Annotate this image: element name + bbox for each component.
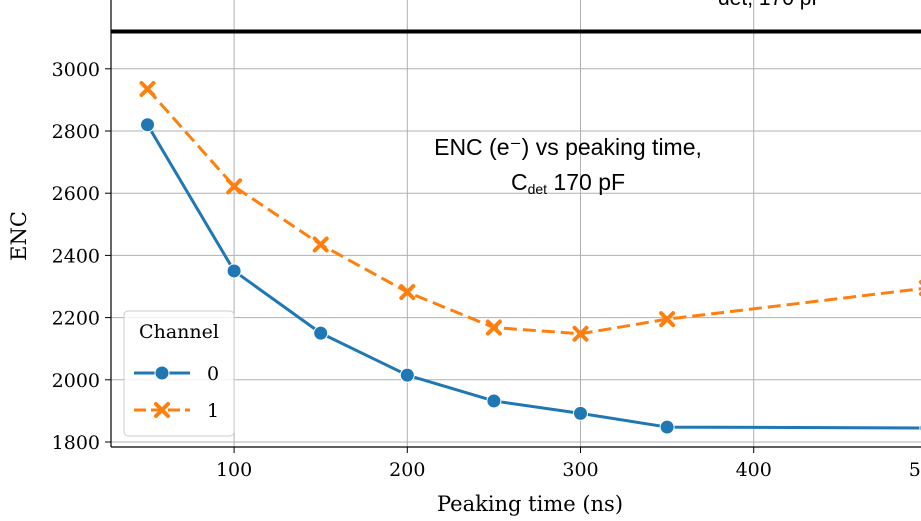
- series-1-point: [572, 325, 589, 342]
- x-marker-stroke: [659, 311, 676, 328]
- series-0-point: [573, 405, 588, 421]
- legend-title: Channel: [139, 321, 219, 343]
- legend-label: 0: [207, 363, 219, 385]
- series-1-point: [312, 236, 329, 253]
- y-axis-label: ENC: [7, 211, 31, 261]
- annotation-line-1: ENC (e⁻) vs peaking time,: [434, 134, 702, 160]
- legend: Channel 01: [123, 310, 235, 437]
- y-tick-labels: 1800 2000 2200 2400 2600 2800 3000: [52, 59, 100, 454]
- series-1-point: [226, 178, 243, 195]
- y-tick-label: 2400: [52, 245, 100, 267]
- x-tick-label: 500: [909, 459, 921, 481]
- legend-swatch-marker: [154, 365, 170, 381]
- series-0-line: [146, 124, 921, 430]
- legend-swatch-marker: [154, 402, 170, 418]
- legend-entry-1: 1: [134, 400, 219, 422]
- series-0-point: [486, 393, 502, 409]
- series-1-line: [146, 88, 921, 336]
- y-tick-label: 2800: [52, 121, 100, 143]
- legend-label: 1: [207, 400, 219, 422]
- x-marker-stroke: [572, 325, 589, 342]
- legend-entry-0: 0: [134, 363, 219, 385]
- x-marker-stroke: [226, 178, 243, 195]
- clipped-top-text: det, 170 pF: [718, 0, 824, 10]
- x-tick-labels: 100 200 300 400 500: [216, 459, 921, 481]
- y-tick-label: 2000: [52, 370, 100, 392]
- series-1-point: [399, 284, 416, 301]
- y-tick-label: 1800: [52, 432, 100, 454]
- x-marker-stroke: [312, 236, 329, 253]
- series-layer: [139, 81, 921, 435]
- y-tick-label: 3000: [52, 59, 100, 81]
- series-1-point: [139, 81, 156, 98]
- y-tick-label: 2600: [52, 183, 100, 205]
- x-tick-label: 200: [389, 459, 425, 481]
- series-0-point: [140, 117, 155, 133]
- x-tick-label: 100: [216, 459, 252, 481]
- x-marker-stroke: [139, 81, 156, 98]
- series-0-point: [399, 367, 415, 383]
- series-1-point: [659, 311, 676, 328]
- legend-entries: 01: [134, 363, 219, 422]
- series-0-point: [659, 419, 675, 435]
- annotation-line-2: Cdet 170 pF: [511, 169, 625, 197]
- x-marker-stroke: [485, 319, 502, 336]
- gridlines: [111, 0, 921, 447]
- series-0-point: [313, 325, 329, 341]
- x-axis-label: Peaking time (ns): [437, 492, 623, 516]
- x-tick-label: 400: [736, 459, 772, 481]
- x-tick-label: 300: [562, 459, 598, 481]
- chart-annotation: ENC (e⁻) vs peaking time, Cdet 170 pF: [434, 134, 702, 197]
- series-1-point: [485, 319, 502, 336]
- series-0-point: [226, 263, 242, 279]
- y-tick-label: 2200: [52, 308, 100, 330]
- x-marker-stroke: [399, 284, 416, 301]
- axes: [105, 0, 921, 453]
